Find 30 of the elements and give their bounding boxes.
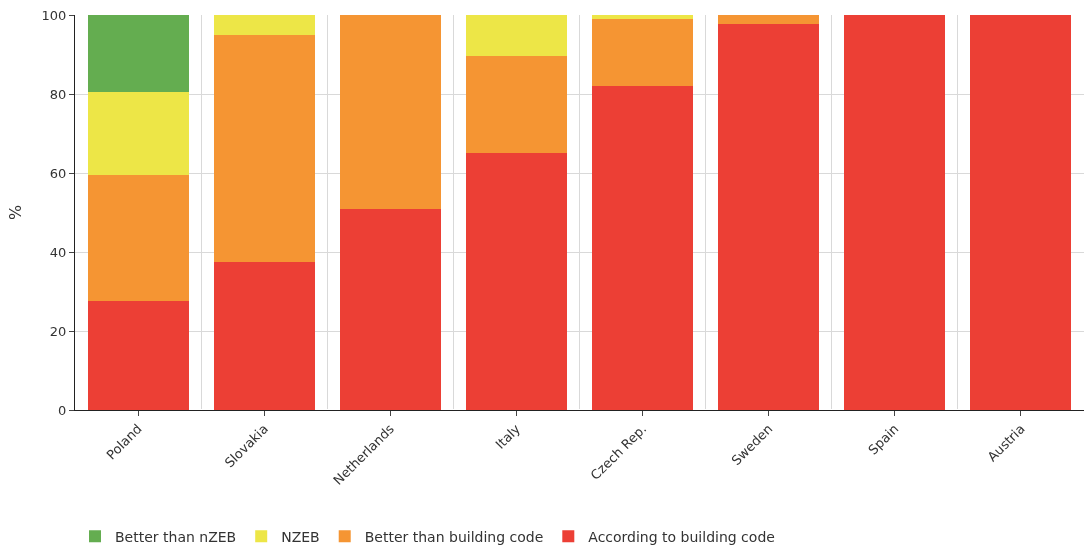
y-tick-label: 100 bbox=[41, 7, 67, 23]
bar bbox=[213, 261, 315, 410]
y-tick-label: 60 bbox=[49, 165, 67, 181]
bar bbox=[718, 15, 820, 24]
legend-label: NZEB bbox=[281, 528, 320, 545]
bar bbox=[465, 153, 567, 410]
bar bbox=[87, 301, 189, 410]
y-tick-label: 0 bbox=[58, 402, 67, 418]
bar bbox=[465, 56, 567, 154]
bar bbox=[213, 15, 315, 35]
bar bbox=[87, 92, 189, 175]
bar bbox=[592, 18, 694, 87]
bar bbox=[87, 15, 189, 93]
bar bbox=[465, 15, 567, 57]
bar bbox=[718, 23, 820, 410]
bar bbox=[844, 15, 946, 410]
legend-label: Better than building code bbox=[364, 528, 544, 545]
y-axis-title: % bbox=[6, 204, 26, 221]
bar bbox=[592, 86, 694, 410]
bar bbox=[213, 34, 315, 262]
legend-label: According to building code bbox=[588, 528, 775, 545]
y-tick-label: 40 bbox=[49, 244, 67, 260]
legend-label: Better than nZEB bbox=[115, 528, 237, 545]
y-tick-label: 20 bbox=[49, 323, 67, 339]
bar bbox=[339, 208, 441, 410]
y-tick-label: 80 bbox=[49, 86, 67, 102]
bar bbox=[339, 15, 441, 209]
bar bbox=[970, 15, 1072, 410]
bar bbox=[592, 15, 694, 19]
bar bbox=[87, 174, 189, 302]
